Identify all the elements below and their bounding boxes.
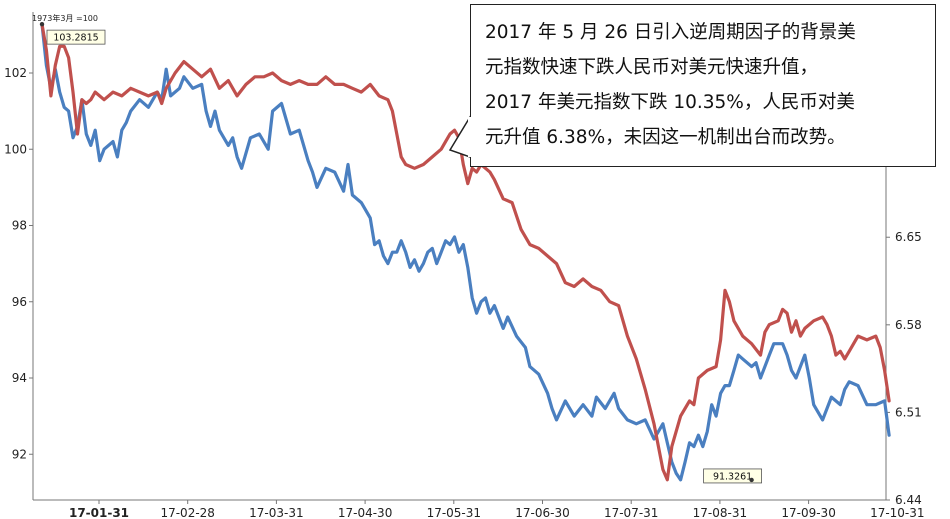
left-tick-label: 92 [12,447,27,461]
x-tick-label: 17-08-31 [693,506,747,519]
right-tick-label: 6.65 [895,230,922,244]
x-tick-label: 17-05-31 [427,506,481,519]
x-tick-label: 17-04-30 [338,506,392,519]
x-tick-label: 17-07-31 [604,506,658,519]
x-tick-label: 17-01-31 [69,506,129,519]
right-tick-label: 6.51 [895,405,922,419]
callout-line: 元指数快速下跌人民币对美元快速升值， [485,57,819,78]
annotation-point [39,21,45,27]
right-tick-label: 6.58 [895,318,922,332]
annotation-box [46,29,106,45]
x-tick-label: 17-06-30 [515,506,569,519]
annotation-point [749,477,754,483]
callout-box: 2017 年 5 月 26 日引入逆周期因子的背景美 元指数快速下跌人民币对美元… [470,4,936,167]
x-tick-label: 17-09-30 [781,506,835,519]
callout-pointer-joint [468,117,472,157]
series-layer [40,22,891,482]
x-tick-label: 17-02-28 [160,506,214,519]
callout-line: 元升值 6.38%，未因这一机制出台而改势。 [485,127,846,148]
left-tick-label: 96 [12,295,27,309]
series-line-1 [40,22,891,482]
callout-pointer [448,114,471,159]
left-tick-label: 98 [12,219,27,233]
annotation-label: 103.2815 [53,33,98,44]
index-note: 1973年3月 =100 [32,13,98,23]
left-axis-ticks: 92 94 96 98 100 102 [4,66,33,461]
annotations: 103.2815 91.3261 [39,21,762,484]
callout-line: 2017 年美元指数下跌 10.35%，人民币对美 [485,92,855,113]
x-tick-label: 17-03-31 [249,506,303,519]
left-tick-label: 102 [4,66,27,80]
annotation-label: 91.3261 [713,471,752,482]
x-tick-label: 17-10-31 [870,506,924,519]
x-axis-ticks: 17-01-31 17-02-28 17-03-31 17-04-30 17-05-31… [69,500,925,519]
callout-line: 2017 年 5 月 26 日引入逆周期因子的背景美 [485,22,856,43]
left-tick-label: 94 [12,371,27,385]
right-tick-label: 6.44 [895,493,922,507]
annotation-box [703,468,762,484]
left-tick-label: 100 [4,142,27,156]
series-line-2 [40,22,891,482]
